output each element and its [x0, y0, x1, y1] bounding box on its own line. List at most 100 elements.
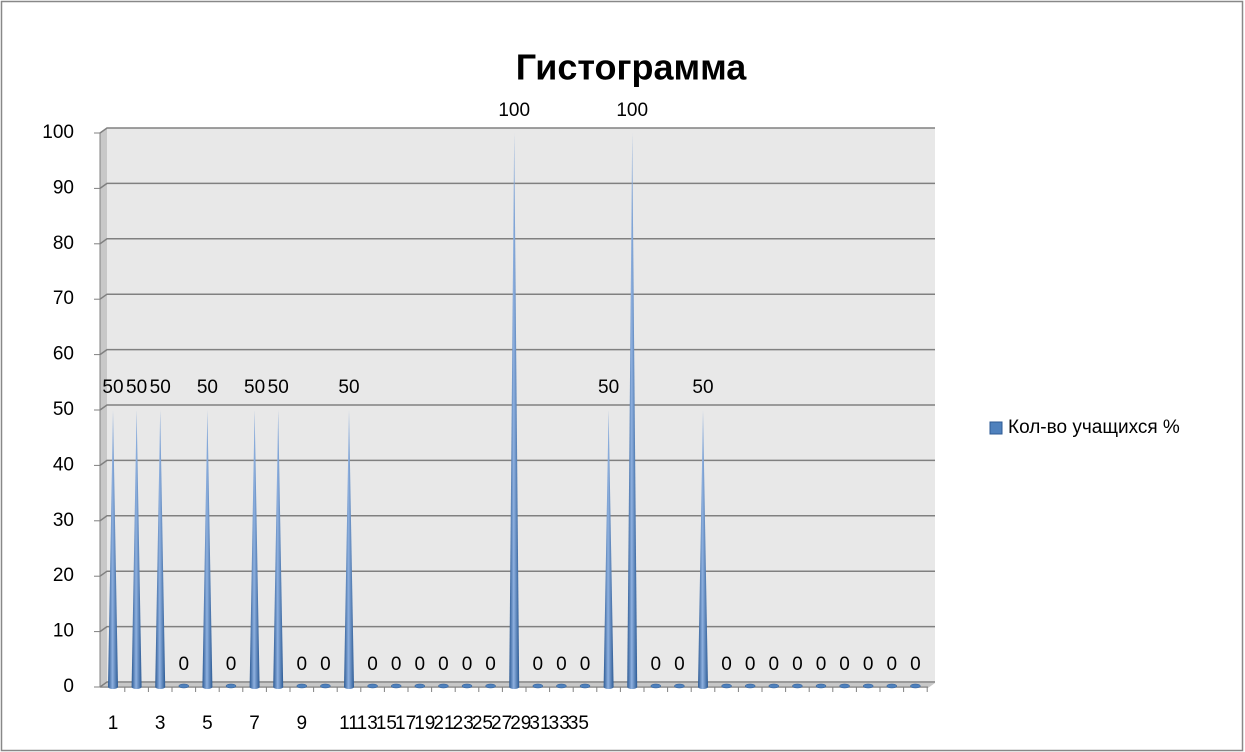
y-tick-label: 40 — [53, 454, 74, 475]
cone — [674, 683, 685, 689]
data-label: 0 — [462, 654, 473, 675]
cone — [178, 683, 190, 689]
y-tick-label: 10 — [53, 621, 74, 642]
data-label: 50 — [338, 377, 359, 398]
grid-line — [99, 127, 935, 134]
chart-title: Гистограмма — [516, 47, 748, 88]
cone — [438, 683, 449, 689]
data-label: 50 — [598, 377, 619, 398]
grid-line — [99, 459, 935, 467]
x-tick-label: 33 — [549, 713, 570, 734]
data-label: 0 — [792, 654, 803, 675]
cone — [414, 683, 426, 689]
data-label: 50 — [244, 377, 265, 398]
cone — [344, 410, 354, 689]
data-label: 0 — [320, 654, 331, 675]
x-tick-label: 27 — [491, 713, 512, 734]
grid-line — [99, 182, 935, 190]
cone — [273, 410, 284, 689]
data-label: 0 — [580, 654, 591, 675]
data-label: 0 — [367, 654, 378, 675]
cone — [367, 683, 378, 689]
x-tick-label: 31 — [529, 713, 550, 734]
x-tick-label: 17 — [395, 713, 416, 734]
x-tick-label: 19 — [414, 713, 435, 734]
cone — [862, 683, 874, 689]
data-label: 0 — [533, 654, 544, 675]
x-tick-label: 11 — [339, 713, 359, 734]
data-label: 0 — [721, 654, 732, 675]
cone — [131, 410, 142, 689]
x-tick-label: 15 — [376, 713, 397, 734]
y-tick-label: 0 — [63, 676, 74, 697]
grid-line — [99, 681, 935, 688]
x-tick-label: 25 — [472, 713, 493, 734]
y-tick-label: 30 — [53, 510, 74, 531]
data-label: 0 — [179, 654, 190, 675]
data-label: 50 — [102, 377, 123, 398]
data-label: 50 — [197, 377, 218, 398]
data-label: 0 — [816, 654, 827, 675]
cone — [532, 683, 544, 689]
data-label: 0 — [887, 654, 898, 675]
cone — [225, 683, 237, 689]
data-label: 0 — [674, 654, 685, 675]
cone — [579, 683, 591, 689]
data-label: 0 — [556, 654, 567, 675]
grid-line — [99, 348, 935, 356]
cone — [320, 683, 331, 689]
x-tick-label: 21 — [433, 713, 454, 734]
legend-label: Кол-во учащихся % — [1008, 417, 1180, 438]
cone — [698, 410, 708, 689]
cone — [886, 683, 898, 689]
data-label: 100 — [616, 100, 648, 121]
cone — [792, 683, 803, 689]
cone — [721, 683, 732, 689]
cone — [910, 683, 921, 689]
data-label: 50 — [126, 377, 147, 398]
data-label: 0 — [391, 654, 402, 675]
data-label: 0 — [745, 654, 756, 675]
data-label: 50 — [692, 377, 713, 398]
y-tick-label: 50 — [53, 399, 74, 420]
data-label: 50 — [150, 377, 171, 398]
x-tick-label: 3 — [155, 713, 166, 734]
grid-line — [99, 515, 935, 522]
data-label: 100 — [498, 100, 530, 121]
cone — [815, 683, 827, 689]
x-tick-label: 29 — [510, 713, 531, 734]
data-label: 50 — [268, 377, 289, 398]
cone — [509, 133, 520, 689]
data-label: 0 — [769, 654, 780, 675]
data-label: 0 — [297, 654, 308, 675]
x-tick-label: 9 — [297, 713, 308, 734]
cone — [249, 410, 260, 689]
data-label: 0 — [438, 654, 449, 675]
cone — [155, 410, 166, 689]
x-tick-label: 5 — [202, 713, 213, 734]
cone — [202, 410, 213, 689]
cone — [461, 683, 473, 689]
cone — [839, 683, 850, 689]
cone — [650, 683, 662, 689]
data-label: 0 — [226, 654, 237, 675]
data-label: 0 — [863, 654, 874, 675]
grid-line — [99, 570, 935, 577]
y-tick-label: 20 — [53, 565, 74, 586]
cone — [390, 683, 402, 689]
grid-line — [99, 625, 935, 633]
cone — [768, 683, 780, 689]
cone — [556, 683, 567, 689]
x-tick-label: 1 — [108, 713, 119, 734]
cone — [296, 683, 308, 689]
data-label: 0 — [485, 654, 496, 675]
x-tick-label: 23 — [453, 713, 474, 734]
grid-line — [99, 238, 935, 245]
cone — [485, 683, 496, 689]
y-tick-label: 60 — [53, 344, 74, 365]
y-tick-label: 100 — [42, 122, 74, 143]
y-tick-label: 90 — [53, 177, 74, 198]
y-tick-label: 80 — [53, 233, 74, 254]
data-label: 0 — [415, 654, 426, 675]
